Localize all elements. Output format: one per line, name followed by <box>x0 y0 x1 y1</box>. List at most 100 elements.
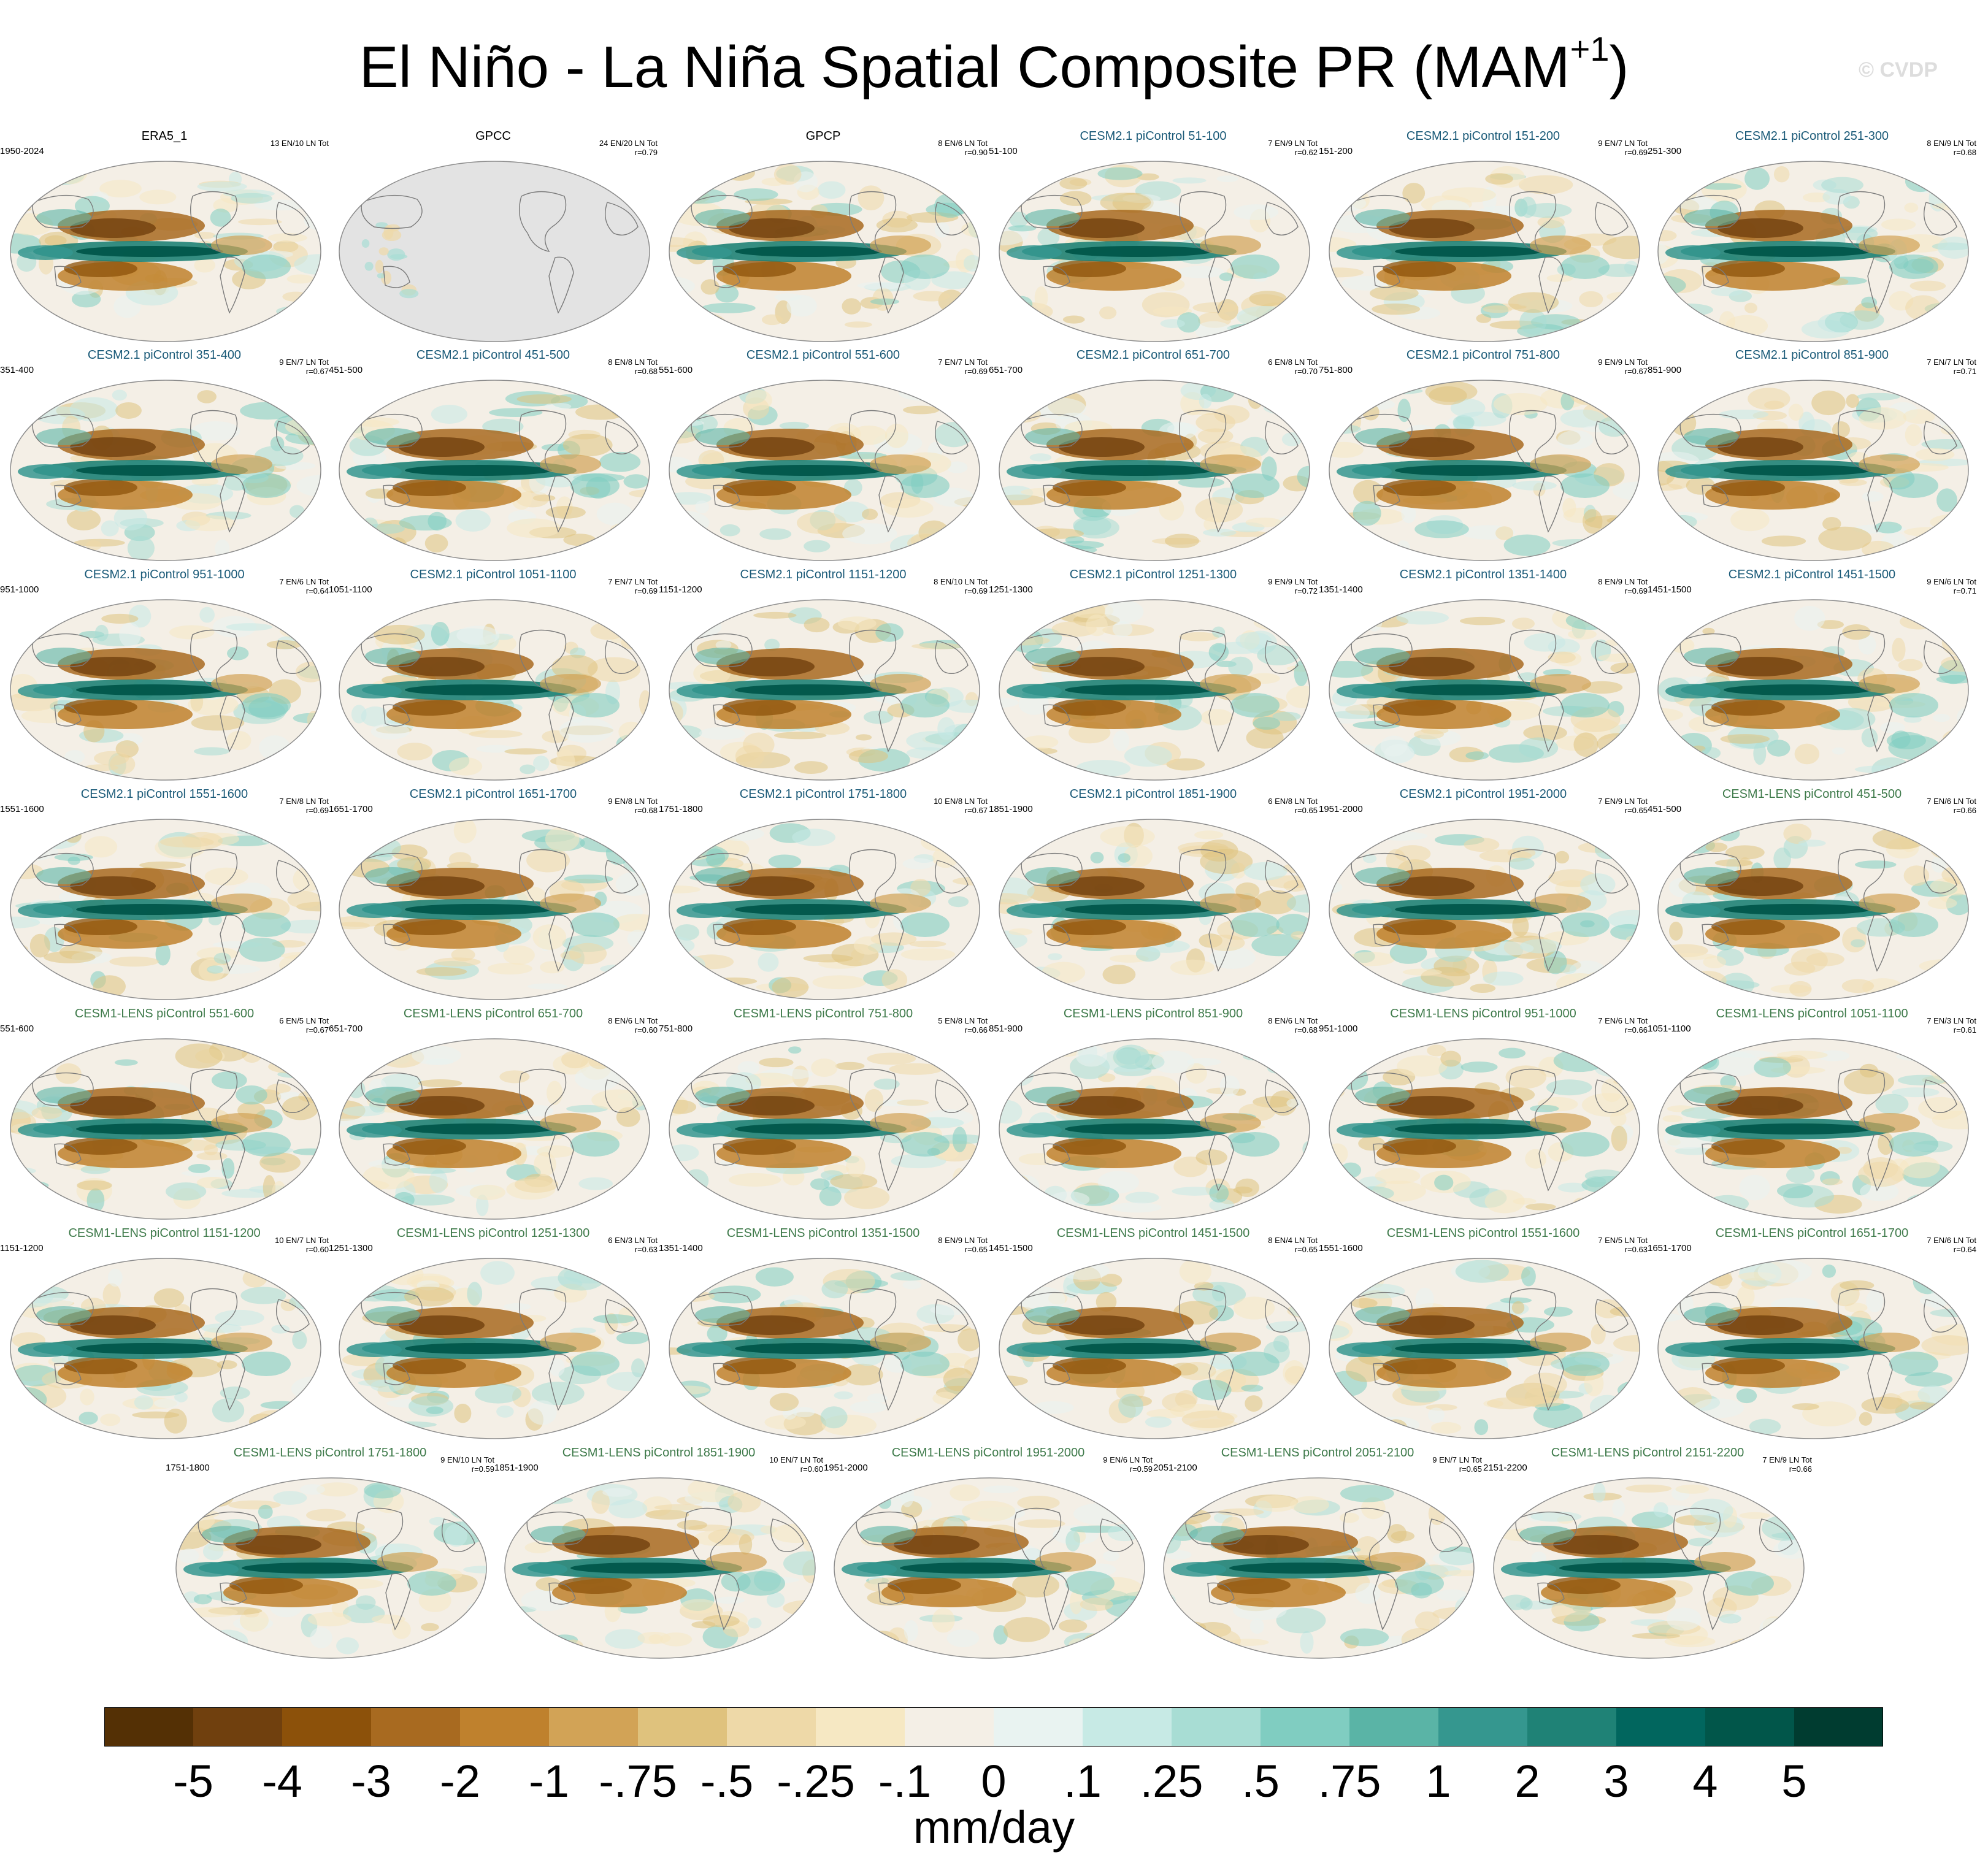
map-panel: CESM2.1 piControl 1051-1100 1051-1100 7 EN… <box>329 567 658 784</box>
colorbar-swatch <box>460 1707 550 1747</box>
colorbar-swatch <box>1349 1707 1439 1747</box>
robinson-map <box>669 161 980 342</box>
panel-pattern-correlation: r=0.67 <box>964 806 988 815</box>
panel-title: CESM2.1 piControl 1151-1200 <box>740 568 907 581</box>
panel-pattern-correlation: r=0.72 <box>1294 586 1318 595</box>
map-panel: GPCC 24 EN/20 LN Tot r=0.79 <box>329 129 658 346</box>
map-panel: CESM2.1 piControl 1851-1900 1851-1900 6 EN… <box>989 787 1318 1004</box>
panel-stats: 13 EN/10 LN Tot <box>271 139 329 148</box>
panel-pattern-correlation: r=0.60 <box>634 1025 658 1035</box>
panel-event-counts: 9 EN/9 LN Tot <box>1598 358 1648 367</box>
map-panel: CESM1-LENS piControl 1151-1200 1151-1200 1… <box>0 1226 329 1443</box>
panel-stats: 7 EN/6 LN Tot r=0.64 <box>1927 1236 1976 1254</box>
robinson-map <box>504 1477 816 1659</box>
panel-event-counts: 9 EN/7 LN Tot <box>1432 1455 1482 1464</box>
panel-years: 851-900 <box>989 1024 1023 1034</box>
robinson-map <box>339 819 650 1000</box>
panel-event-counts: 8 EN/4 LN Tot <box>1268 1236 1318 1245</box>
panel-years: 1451-1500 <box>1648 584 1692 595</box>
panel-stats: 9 EN/7 LN Tot r=0.69 <box>1598 139 1648 157</box>
colorbar-tick-label: 0 <box>981 1756 1007 1807</box>
colorbar-swatch <box>371 1707 461 1747</box>
panel-years: 1851-1900 <box>989 804 1033 814</box>
panel-title: CESM2.1 piControl 151-200 <box>1406 129 1560 143</box>
map-panel: CESM2.1 piControl 951-1000 951-1000 7 EN/6… <box>0 567 329 784</box>
map-panel: CESM2.1 piControl 151-200 151-200 9 EN/7 L… <box>1319 129 1648 346</box>
map-panel: CESM2.1 piControl 651-700 651-700 6 EN/8 L… <box>989 348 1318 565</box>
robinson-map <box>1329 819 1640 1000</box>
watermark: © CVDP <box>1859 58 1938 82</box>
robinson-map <box>339 161 650 342</box>
robinson-map <box>339 1038 650 1220</box>
panel-years: 1151-1200 <box>659 584 702 595</box>
panel-pattern-correlation: r=0.68 <box>1953 148 1976 157</box>
panel-title: GPCC <box>475 129 511 143</box>
map-panel: CESM1-LENS piControl 1551-1600 1551-1600 7… <box>1319 1226 1648 1443</box>
panel-years: 451-500 <box>329 365 363 375</box>
panel-years: 1651-1700 <box>1648 1243 1692 1253</box>
panel-title: CESM2.1 piControl 1751-1800 <box>739 787 907 801</box>
panel-pattern-correlation: r=0.79 <box>634 148 658 157</box>
robinson-map <box>999 1038 1310 1220</box>
robinson-map <box>669 1258 980 1439</box>
panel-pattern-correlation: r=0.69 <box>634 586 658 595</box>
colorbar-tick-label: 1 <box>1426 1756 1451 1807</box>
robinson-map <box>999 599 1310 781</box>
panel-stats: 24 EN/20 LN Tot r=0.79 <box>599 139 658 157</box>
robinson-map <box>10 161 321 342</box>
panel-event-counts: 7 EN/6 LN Tot <box>1927 797 1976 806</box>
map-panel: CESM1-LENS piControl 451-500 451-500 7 EN/… <box>1648 787 1976 1004</box>
map-panel: CESM2.1 piControl 1951-2000 1951-2000 7 EN… <box>1319 787 1648 1004</box>
panel-title: CESM2.1 piControl 451-500 <box>416 348 570 362</box>
panel-years: 151-200 <box>1319 146 1353 156</box>
robinson-map <box>999 1258 1310 1439</box>
panel-stats: 6 EN/3 LN Tot r=0.63 <box>608 1236 658 1254</box>
colorbar-swatch <box>1261 1707 1350 1747</box>
panel-title: CESM2.1 piControl 1951-2000 <box>1399 787 1567 801</box>
panel-stats: 9 EN/6 LN Tot r=0.59 <box>1103 1455 1153 1474</box>
robinson-map <box>10 1038 321 1220</box>
panel-years: 251-300 <box>1648 146 1682 156</box>
panel-pattern-correlation: r=0.69 <box>1624 586 1648 595</box>
panel-years: 1551-1600 <box>1319 1243 1363 1253</box>
panel-title: CESM2.1 piControl 1351-1400 <box>1399 568 1567 581</box>
robinson-map <box>1657 1038 1969 1220</box>
panel-event-counts: 6 EN/8 LN Tot <box>1268 797 1318 806</box>
map-panel: CESM1-LENS piControl 851-900 851-900 8 EN/… <box>989 1006 1318 1223</box>
panel-stats: 10 EN/8 LN Tot r=0.67 <box>934 797 988 815</box>
panel-title: ERA5_1 <box>141 129 188 143</box>
panel-stats: 8 EN/4 LN Tot r=0.65 <box>1268 1236 1318 1254</box>
colorbar-swatch <box>1438 1707 1528 1747</box>
panel-pattern-correlation: r=0.60 <box>305 1245 329 1254</box>
panel-event-counts: 7 EN/6 LN Tot <box>1927 1236 1976 1245</box>
panel-years: 1451-1500 <box>989 1243 1033 1253</box>
colorbar-swatch <box>1172 1707 1261 1747</box>
panel-years: 1851-1900 <box>494 1463 539 1473</box>
panel-stats: 8 EN/10 LN Tot r=0.69 <box>934 577 988 595</box>
panel-years: 1651-1700 <box>329 804 373 814</box>
map-panel: CESM1-LENS piControl 651-700 651-700 8 EN/… <box>329 1006 658 1223</box>
panel-years: 651-700 <box>989 365 1023 375</box>
panel-years: 951-1000 <box>1319 1024 1358 1034</box>
colorbar-labels: -5 -4 -3 -2 -1 -.75 -.5 -.25 -.1 0 .1 .25 .5 .75 1 2 3 4 5 <box>0 1754 1988 1809</box>
map-panel: CESM2.1 piControl 1551-1600 1551-1600 7 EN… <box>0 787 329 1004</box>
panel-pattern-correlation: r=0.68 <box>634 367 658 376</box>
panel-title: CESM1-LENS piControl 1951-2000 <box>891 1446 1085 1460</box>
panel-pattern-correlation: r=0.70 <box>1294 367 1318 376</box>
panel-title: CESM2.1 piControl 1251-1300 <box>1069 568 1237 581</box>
panel-years: 651-700 <box>329 1024 363 1034</box>
panel-stats: 6 EN/8 LN Tot r=0.70 <box>1268 358 1318 376</box>
panel-pattern-correlation: r=0.65 <box>1459 1464 1482 1474</box>
panel-stats: 7 EN/6 LN Tot r=0.66 <box>1598 1016 1648 1035</box>
panel-pattern-correlation: r=0.69 <box>964 586 988 595</box>
panel-event-counts: 9 EN/6 LN Tot <box>1103 1455 1153 1464</box>
panel-years: 451-500 <box>1648 804 1682 814</box>
panel-pattern-correlation: r=0.71 <box>1953 367 1976 376</box>
colorbar-tick-label: .25 <box>1140 1756 1203 1807</box>
panel-stats: 8 EN/9 LN Tot r=0.68 <box>1927 139 1976 157</box>
robinson-map <box>669 380 980 561</box>
colorbar-tick-label: -.75 <box>599 1756 677 1807</box>
map-panel: CESM2.1 piControl 251-300 251-300 8 EN/9 L… <box>1648 129 1976 346</box>
colorbar-tick-label: -2 <box>440 1756 480 1807</box>
panel-title: CESM2.1 piControl 751-800 <box>1406 348 1560 362</box>
